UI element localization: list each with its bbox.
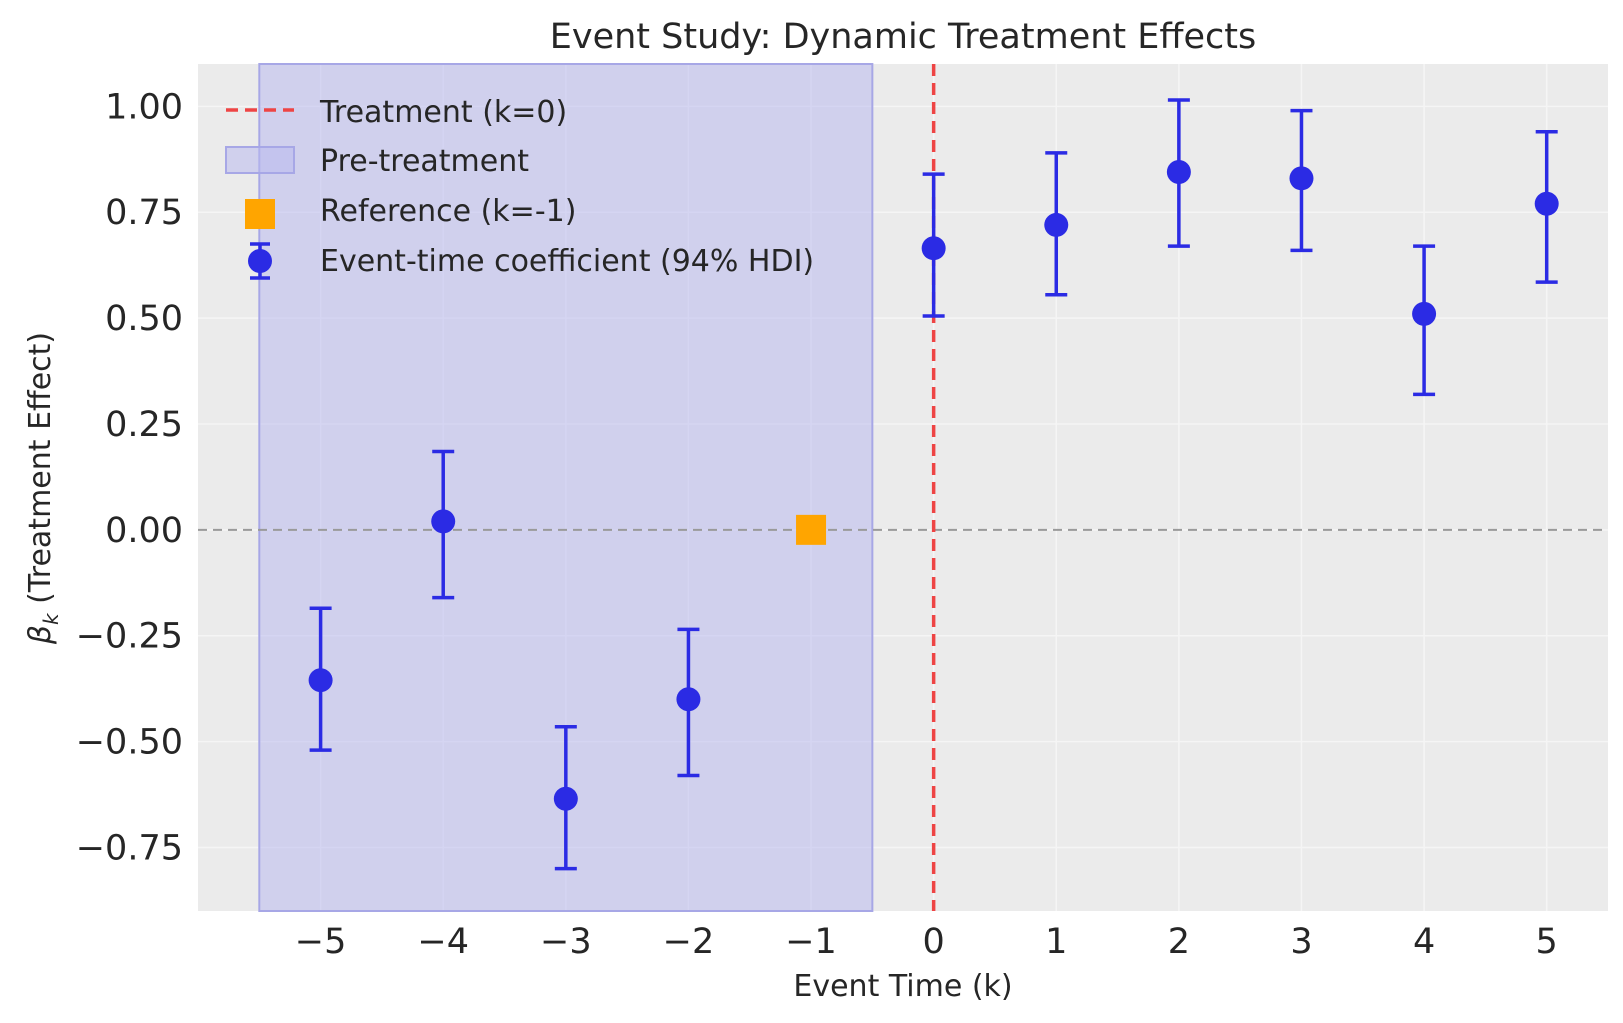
x-tick-label: −3 [540,922,592,962]
data-point [676,687,701,712]
data-point [1289,166,1314,191]
data-point [1044,212,1069,237]
y-tick-label: 0.75 [105,193,183,233]
x-tick-label: 3 [1290,922,1312,962]
data-point [431,509,456,534]
legend: Treatment (k=0) Pre-treatment Reference … [225,95,814,280]
y-axis-label-subscript: k [39,612,63,625]
reference-marker [796,514,827,545]
legend-label: Reference (k=-1) [320,194,576,229]
y-tick-label: 0.00 [105,511,183,551]
data-point [1534,191,1559,216]
x-tick-label: −4 [417,922,469,962]
legend-label: Pre-treatment [320,144,529,179]
y-axis-label: βk (Treatment Effect) [23,332,63,645]
y-tick-label: 1.00 [105,87,183,127]
x-tick-label: −2 [663,922,715,962]
data-point [308,668,333,693]
x-tick-label: 1 [1045,922,1067,962]
x-tick-labels: −5 −4 −3 −2 −1 0 1 2 3 4 5 [295,922,1558,962]
y-tick-label: −0.50 [76,723,183,763]
data-point [1412,301,1437,326]
legend-label: Event-time coefficient (94% HDI) [320,244,814,279]
x-tick-label: 2 [1168,922,1190,962]
y-axis-label-rest: (Treatment Effect) [23,332,58,613]
data-point [553,786,578,811]
y-tick-label: −0.25 [76,617,183,657]
legend-reference-swatch [245,199,275,229]
data-point [921,236,946,261]
y-tick-label: −0.75 [76,828,183,868]
x-tick-label: 0 [923,922,945,962]
coefficient-points [308,159,1559,811]
y-tick-label: 0.50 [105,299,183,339]
data-point [1166,159,1191,184]
legend-pre-treatment-swatch [225,146,295,174]
x-tick-label: 5 [1536,922,1558,962]
legend-errorbar-point [248,249,272,273]
y-axis-label-symbol: β [23,625,58,645]
y-tick-labels: 1.00 0.75 0.50 0.25 0.00 −0.25 −0.50 −0.75 [76,87,183,868]
x-tick-label: −5 [295,922,347,962]
x-axis-label: Event Time (k) [793,969,1012,1004]
legend-label: Treatment (k=0) [319,95,567,130]
x-tick-label: −1 [785,922,837,962]
x-tick-label: 4 [1413,922,1435,962]
chart-title: Event Study: Dynamic Treatment Effects [550,17,1256,57]
y-tick-label: 0.25 [105,405,183,445]
